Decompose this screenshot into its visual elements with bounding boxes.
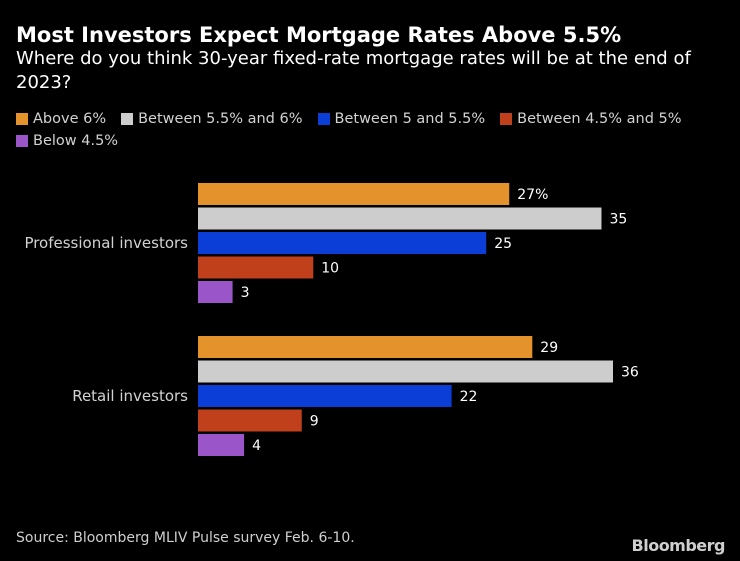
source-note: Source: Bloomberg MLIV Pulse survey Feb.…: [16, 530, 355, 546]
bar-professional-investors-between-4-5-and-5: [198, 256, 314, 279]
bar-professional-investors-below-4-5: [198, 281, 233, 303]
data-label: 25: [494, 236, 512, 252]
legend-swatch: [317, 112, 330, 125]
legend-label: Below 4.5%: [33, 132, 119, 149]
legend-item-between-5-and-5-5: Between 5 and 5.5%: [317, 109, 486, 128]
legend-item-above-6: Above 6%: [16, 109, 106, 128]
bar-retail-investors-between-5-5-and-6: [198, 360, 613, 383]
chart-legend: Above 6% Between 5.5% and 6% Between 5 and…: [16, 109, 716, 150]
data-label: 3: [241, 285, 250, 301]
bar-retail-investors-between-4-5-and-5: [198, 409, 302, 432]
data-label: 22: [460, 389, 478, 405]
legend-item-between-5-5-and-6: Between 5.5% and 6%: [121, 109, 303, 128]
data-label: 35: [609, 212, 627, 228]
chart-subtitle: Where do you think 30-year fixed-rate mo…: [16, 48, 691, 93]
bloomberg-logo: Bloomberg: [631, 536, 726, 555]
legend-label: Between 5 and 5.5%: [334, 110, 486, 127]
category-label-professional-investors: Professional investors: [24, 234, 188, 252]
data-label: 29: [540, 340, 558, 356]
bar-professional-investors-between-5-and-5-5: [198, 232, 487, 254]
data-label: 36: [621, 365, 639, 381]
data-label: 9: [310, 414, 319, 430]
bar-retail-investors-below-4-5: [198, 434, 245, 456]
category-label-retail-investors: Retail investors: [72, 387, 188, 405]
bar-retail-investors-between-5-and-5-5: [198, 385, 452, 407]
legend-item-below-4-5: Below 4.5%: [16, 131, 118, 150]
chart-title: Most Investors Expect Mortgage Rates Abo…: [16, 23, 622, 47]
data-label: 4: [252, 438, 261, 454]
legend-swatch: [16, 134, 28, 147]
legend-item-between-4-5-and-5: Between 4.5% and 5%: [500, 109, 682, 128]
data-label: 27%: [517, 187, 548, 203]
bar-retail-investors-above-6: [198, 336, 533, 358]
legend-swatch: [500, 112, 513, 125]
data-label: 10: [321, 261, 339, 277]
legend-label: Between 5.5% and 6%: [138, 110, 303, 127]
legend-swatch: [121, 112, 134, 125]
legend-swatch: [16, 112, 28, 125]
legend-label: Above 6%: [33, 110, 107, 127]
legend-label: Between 4.5% and 5%: [517, 110, 682, 127]
bar-professional-investors-between-5-5-and-6: [198, 207, 602, 230]
bar-professional-investors-above-6: [198, 183, 510, 205]
